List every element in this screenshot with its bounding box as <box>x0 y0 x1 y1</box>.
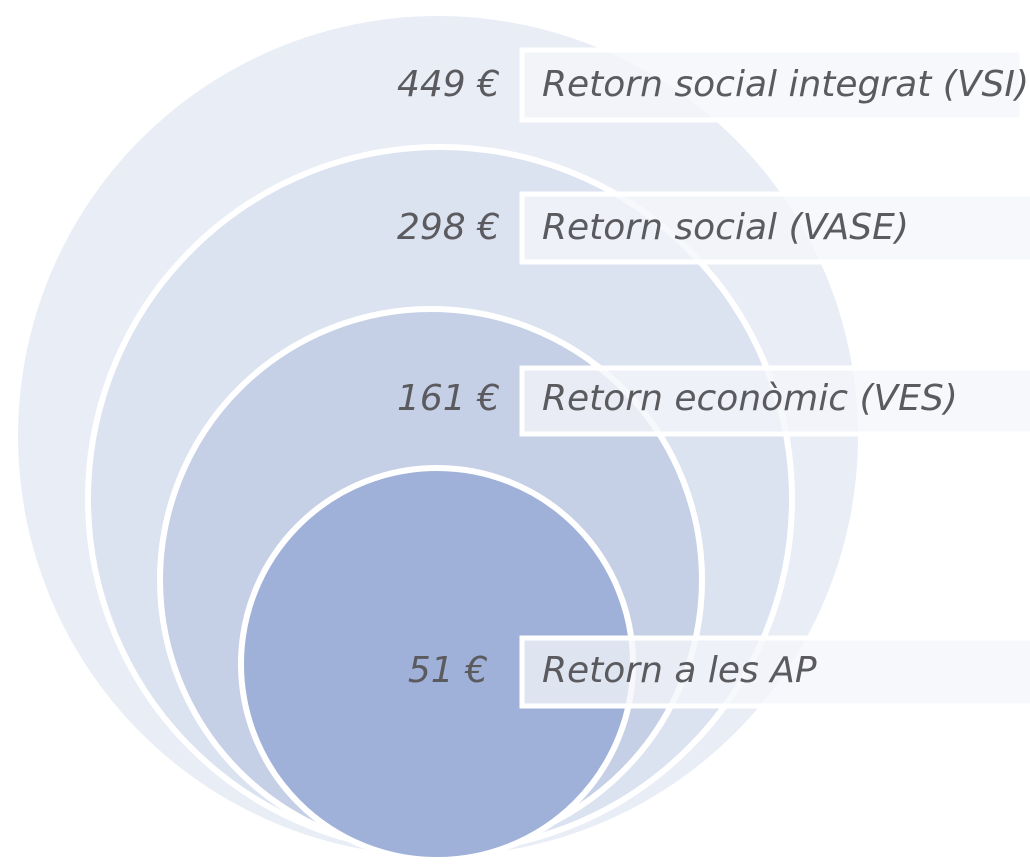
label-box <box>519 635 1030 709</box>
row-3: 161 € Retorn econòmic (VES) <box>397 365 1030 437</box>
value-text: 51 € <box>408 650 488 691</box>
label-box <box>519 47 1025 123</box>
label-box <box>519 365 1030 437</box>
row-2: 298 € Retorn social (VASE) <box>397 191 1030 265</box>
label-text: Retorn social (VASE) <box>542 207 909 248</box>
label-box <box>519 191 1030 265</box>
value-text: 449 € <box>397 64 500 105</box>
value-text: 298 € <box>397 207 500 248</box>
row-4: 51 € Retorn a les AP <box>408 635 1030 709</box>
value-text: 161 € <box>397 378 500 419</box>
label-text: Retorn a les AP <box>542 650 817 691</box>
label-text: Retorn econòmic (VES) <box>542 378 958 419</box>
label-text: Retorn social integrat (VSI) <box>542 64 1029 105</box>
row-1: 449 € Retorn social integrat (VSI) <box>397 47 1029 123</box>
